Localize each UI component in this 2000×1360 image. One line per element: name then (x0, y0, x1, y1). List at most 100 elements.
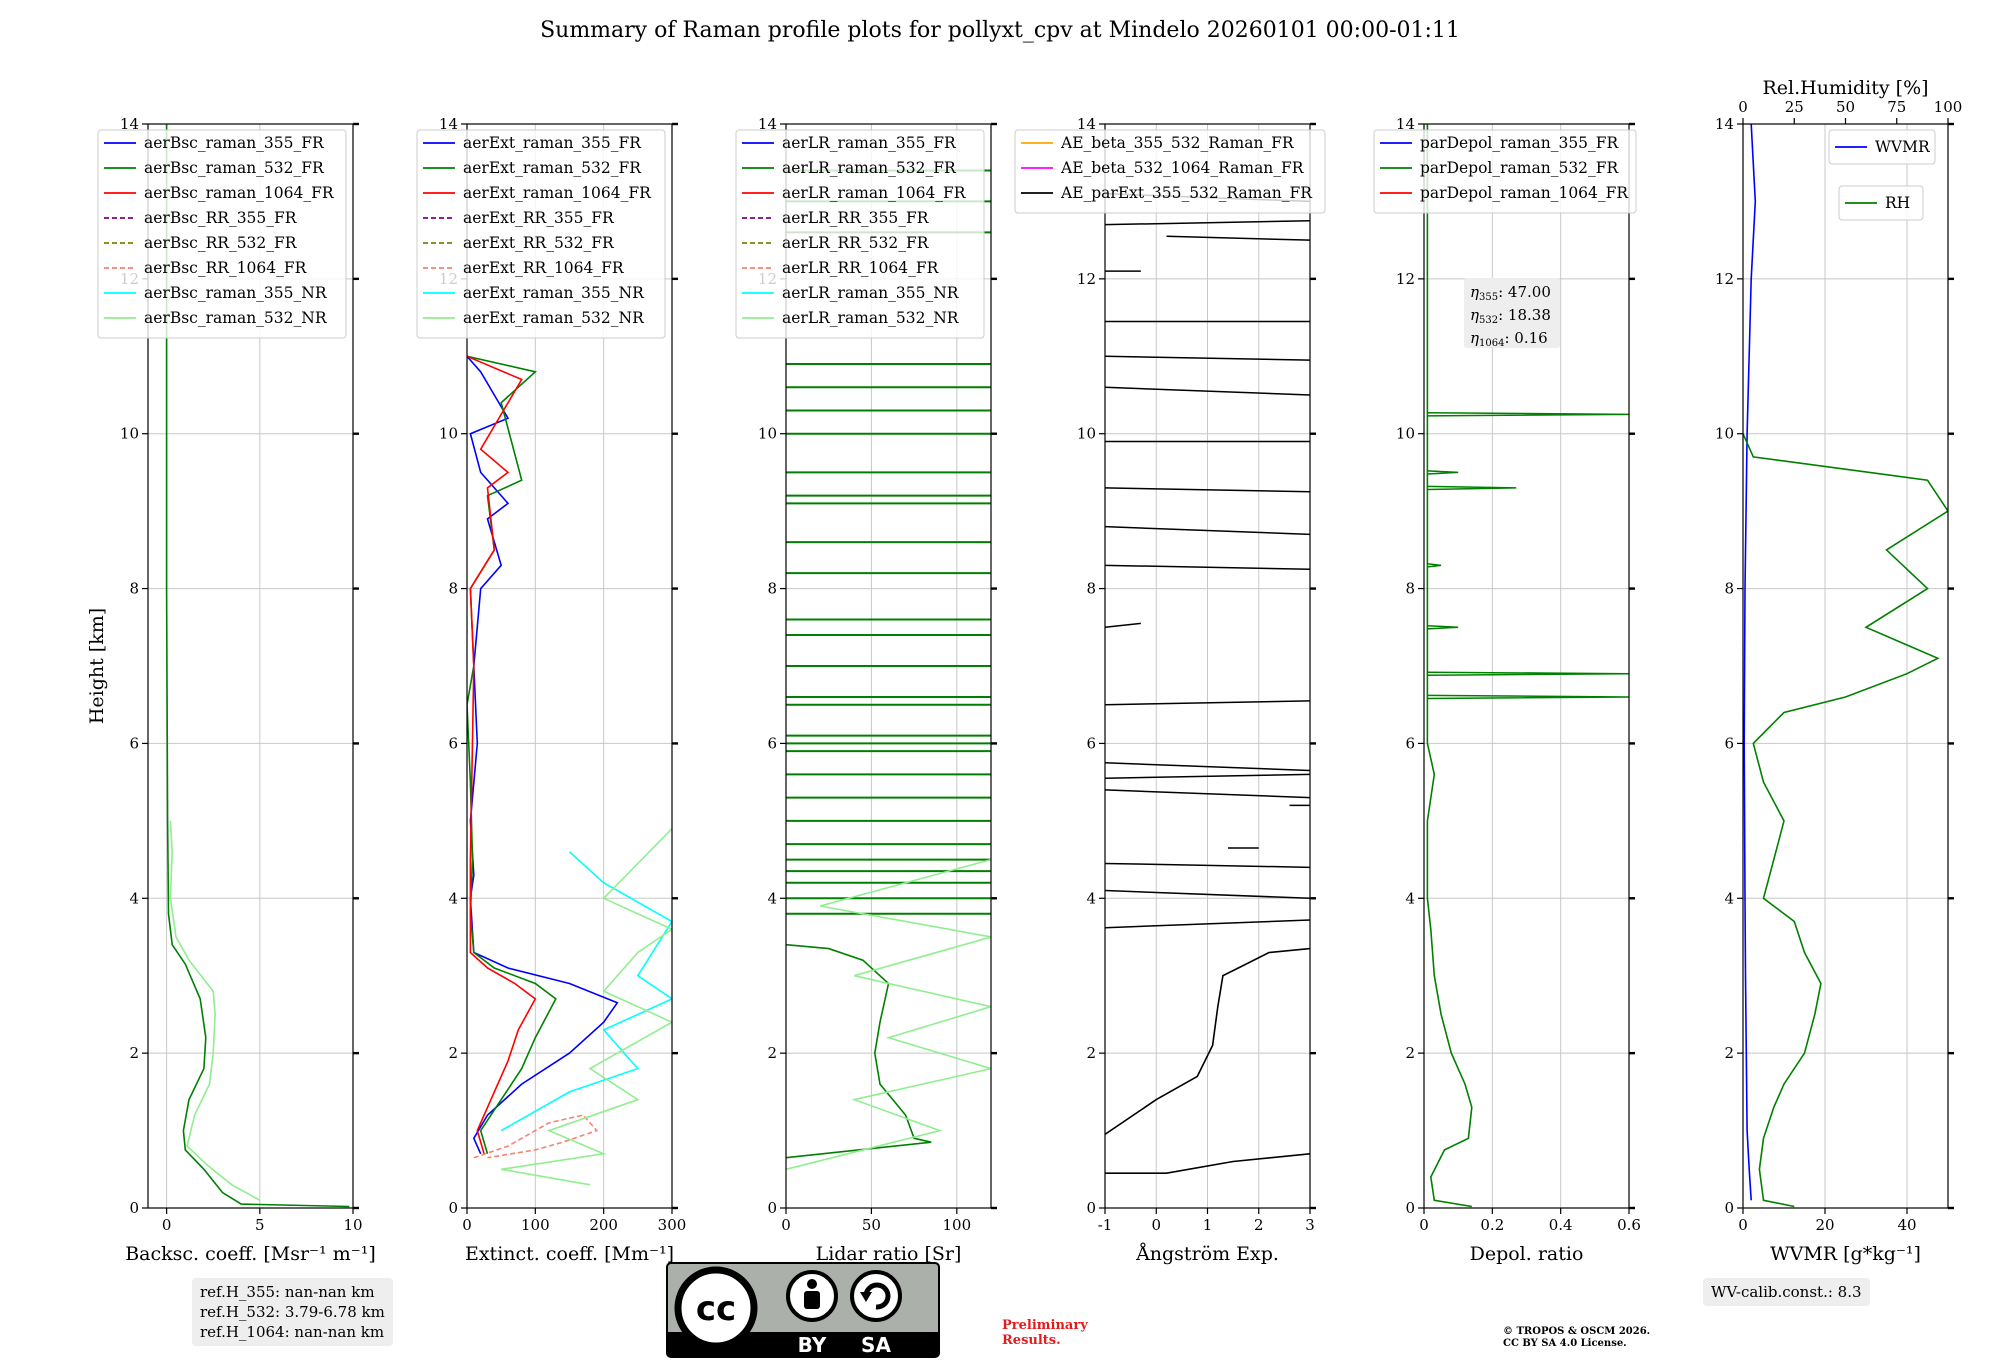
y-tick-label: 10 (439, 425, 458, 443)
y-tick-label: 0 (1724, 1199, 1734, 1217)
preliminary-line: Preliminary (1002, 1318, 1088, 1333)
wv-calib-box: WV-calib.const.: 8.3 (1703, 1278, 1870, 1306)
legend-box (735, 129, 985, 339)
legend-box (97, 129, 347, 339)
depol-spike (1427, 694, 1629, 700)
y-tick-label: 14 (758, 115, 777, 133)
preliminary-note: Preliminary Results. (1002, 1318, 1088, 1348)
depol-spike (1427, 485, 1517, 491)
page-title: Summary of Raman profile plots for polly… (540, 18, 1460, 43)
series-RH (1743, 433, 1948, 1208)
x-tick-label: 100 (943, 1216, 972, 1234)
ae-segment (1105, 700, 1310, 706)
panel-lr: 02468101214050100Lidar ratio [Sr]aerLR_r… (735, 115, 997, 1265)
y-tick-label: 2 (1405, 1044, 1415, 1062)
x-tick-label: 0.4 (1549, 1216, 1573, 1234)
y-axis-label: Height [km] (86, 608, 108, 724)
axes-frame (1423, 123, 1630, 1209)
depol-spike (1427, 563, 1442, 568)
series-aerExt_raman_355_FR (467, 355, 619, 1155)
legend-box (1828, 129, 1936, 165)
y-tick-label: 10 (758, 425, 777, 443)
series-aerBsc_raman_532_FR (165, 124, 350, 1208)
series-aerExt_raman_1064_FR (467, 355, 537, 1155)
x-tick-label: 40 (1897, 1216, 1916, 1234)
eta-355: η355: 47.00 (1470, 283, 1551, 303)
eta-box (1464, 278, 1560, 348)
legend-entry: aerBsc_RR_532_FR (144, 234, 298, 252)
y-tick-label: 0 (1086, 1199, 1096, 1217)
ae-segment (1166, 235, 1310, 241)
legend-entry: aerBsc_raman_355_FR (144, 134, 325, 152)
y-tick-label: 2 (129, 1044, 139, 1062)
legend-entry: aerExt_raman_532_NR (463, 309, 645, 327)
depol-spike (1427, 671, 1629, 677)
refh-355: ref.H_355: nan-nan km (200, 1283, 375, 1301)
eta-1064: η1064: 0.16 (1470, 329, 1548, 349)
ae-segment (1105, 762, 1310, 772)
legend-entry: aerBsc_raman_532_FR (144, 159, 325, 177)
depol-spike (1427, 470, 1459, 475)
legend-box (416, 129, 666, 339)
y-tick-label: 14 (1715, 115, 1734, 133)
y-tick-label: 10 (1715, 425, 1734, 443)
top-x-tick-label: 0 (1738, 98, 1748, 116)
y-tick-label: 14 (439, 115, 458, 133)
ae-segment (1105, 889, 1310, 900)
panel-depol: 0 2 4 6 8 10 12 14 0 0.2 0.4 0.6 Depol. ratio parDepo… (1373, 115, 1641, 1265)
x-tick-label: 0.2 (1480, 1216, 1504, 1234)
legend-entry: aerBsc_raman_532_NR (144, 309, 328, 327)
ae-segment (1105, 773, 1310, 780)
cc-badge-sa: SA (861, 1333, 891, 1357)
y-tick-label: 8 (1724, 580, 1734, 598)
legend-entry: aerExt_RR_1064_FR (463, 259, 625, 277)
plot-area (1105, 192, 1310, 1174)
x-tick-label: 20 (1815, 1216, 1834, 1234)
panel-bsc: 024681012140510Backsc. coeff. [Msr⁻¹ m⁻¹… (86, 115, 376, 1265)
x-axis-label: Extinct. coeff. [Mm⁻¹] (465, 1243, 674, 1265)
legend-entry: aerExt_raman_355_FR (463, 134, 642, 152)
legend-entry: AE_beta_355_532_Raman_FR (1060, 134, 1295, 152)
copyright-note: © TROPOS & OSCM 2026. CC BY SA 4.0 Licen… (1503, 1326, 1650, 1350)
axes-frame (147, 123, 354, 1209)
y-tick-label: 10 (1396, 425, 1415, 443)
x-tick-label: 50 (862, 1216, 881, 1234)
axes-frame (785, 123, 992, 1209)
series-aerLR_raman_532_FR (786, 943, 932, 1159)
eta-532: η532: 18.38 (1470, 306, 1551, 326)
top-x-axis-label: Rel.Humidity [%] (1762, 77, 1928, 99)
legend-entry: aerLR_RR_532_FR (782, 234, 930, 252)
y-tick-label: 12 (1396, 270, 1415, 288)
y-tick-label: 12 (1077, 270, 1096, 288)
y-tick-label: 6 (448, 734, 458, 752)
x-tick-label: 10 (343, 1216, 362, 1234)
legend-entry: aerLR_raman_355_NR (782, 284, 960, 302)
y-tick-label: 4 (448, 889, 458, 907)
y-tick-label: 8 (448, 580, 458, 598)
legend-entry: AE_beta_532_1064_Raman_FR (1060, 159, 1305, 177)
legend-entry: AE_parExt_355_532_Raman_FR (1060, 184, 1313, 202)
y-tick-label: 2 (767, 1044, 777, 1062)
x-tick-label: 1 (1203, 1216, 1213, 1234)
x-tick-label: 100 (521, 1216, 550, 1234)
x-axis-label: Lidar ratio [Sr] (816, 1243, 962, 1265)
legend-entry: aerExt_raman_532_FR (463, 159, 642, 177)
plot-area (1743, 124, 1948, 1208)
x-tick-label: 200 (589, 1216, 618, 1234)
y-tick-label: 0 (448, 1199, 458, 1217)
axes-frame (1742, 123, 1949, 1209)
series-AE_parExt_lower (1105, 1153, 1310, 1174)
x-tick-label: 0.6 (1617, 1216, 1641, 1234)
y-tick-label: 8 (129, 580, 139, 598)
y-tick-label: 2 (1086, 1044, 1096, 1062)
y-tick-label: 14 (1077, 115, 1096, 133)
x-tick-label: 2 (1254, 1216, 1264, 1234)
top-x-tick-label: 25 (1785, 98, 1804, 116)
x-tick-label: 0 (462, 1216, 472, 1234)
copyright-line: © TROPOS & OSCM 2026. (1503, 1326, 1651, 1337)
legend-entry: aerExt_RR_532_FR (463, 234, 615, 252)
y-tick-label: 14 (1396, 115, 1415, 133)
top-x-tick-label: 75 (1887, 98, 1906, 116)
